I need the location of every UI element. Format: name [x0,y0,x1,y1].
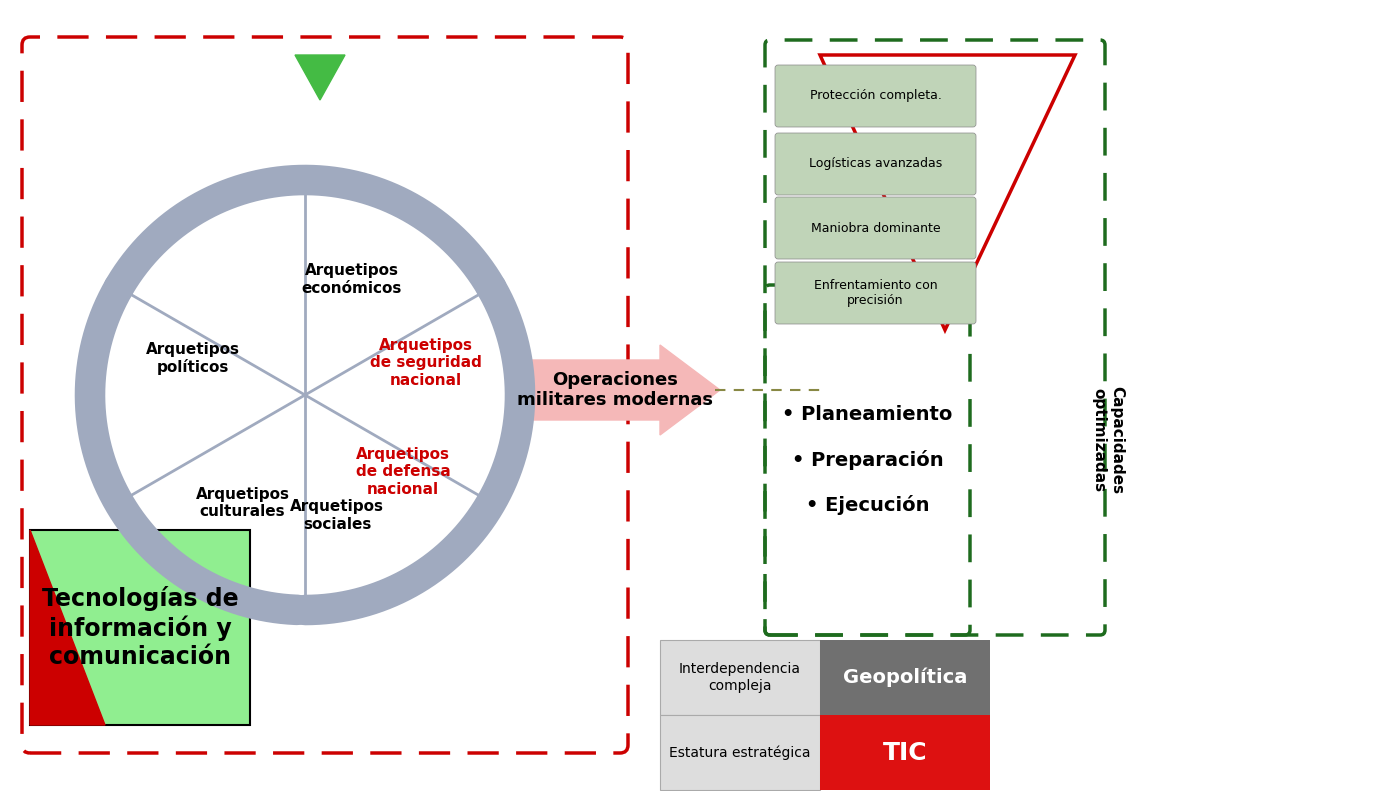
Text: Maniobra dominante: Maniobra dominante [811,221,941,234]
Text: Operaciones
militares modernas: Operaciones militares modernas [517,371,713,410]
Polygon shape [286,609,321,611]
Text: Geopolítica: Geopolítica [843,668,967,687]
FancyBboxPatch shape [776,133,976,195]
Text: Arquetipos
económicos: Arquetipos económicos [301,263,402,296]
Text: Capacidades
optimizadas: Capacidades optimizadas [1092,386,1124,494]
FancyBboxPatch shape [659,640,820,715]
Text: Arquetipos
culturales: Arquetipos culturales [196,486,290,519]
Text: TIC: TIC [882,740,927,764]
Text: Arquetipos
de defensa
nacional: Arquetipos de defensa nacional [356,447,451,497]
Text: • Planeamiento

• Preparación

• Ejecución: • Planeamiento • Preparación • Ejecución [783,405,952,515]
FancyBboxPatch shape [776,197,976,259]
Text: Enfrentamiento con
precisión: Enfrentamiento con precisión [813,279,938,307]
FancyBboxPatch shape [776,262,976,324]
FancyBboxPatch shape [820,715,990,790]
Polygon shape [108,277,125,308]
Text: Tecnologías de
información y
comunicación: Tecnologías de información y comunicació… [42,586,238,668]
FancyBboxPatch shape [659,715,820,790]
Polygon shape [29,530,105,725]
Text: Arquetipos
políticos: Arquetipos políticos [146,342,239,375]
Text: Logísticas avanzadas: Logísticas avanzadas [809,157,942,171]
Text: Estatura estratégica: Estatura estratégica [669,745,811,759]
FancyArrow shape [531,345,720,435]
FancyBboxPatch shape [776,65,976,127]
Polygon shape [295,55,344,100]
Text: Arquetipos
sociales: Arquetipos sociales [290,499,384,532]
Text: Protección completa.: Protección completa. [809,89,941,103]
Text: Interdependencia
compleja: Interdependencia compleja [679,662,801,693]
Text: Arquetipos
de seguridad
nacional: Arquetipos de seguridad nacional [370,338,482,388]
Polygon shape [480,267,497,298]
FancyBboxPatch shape [820,640,990,715]
FancyBboxPatch shape [29,530,251,725]
